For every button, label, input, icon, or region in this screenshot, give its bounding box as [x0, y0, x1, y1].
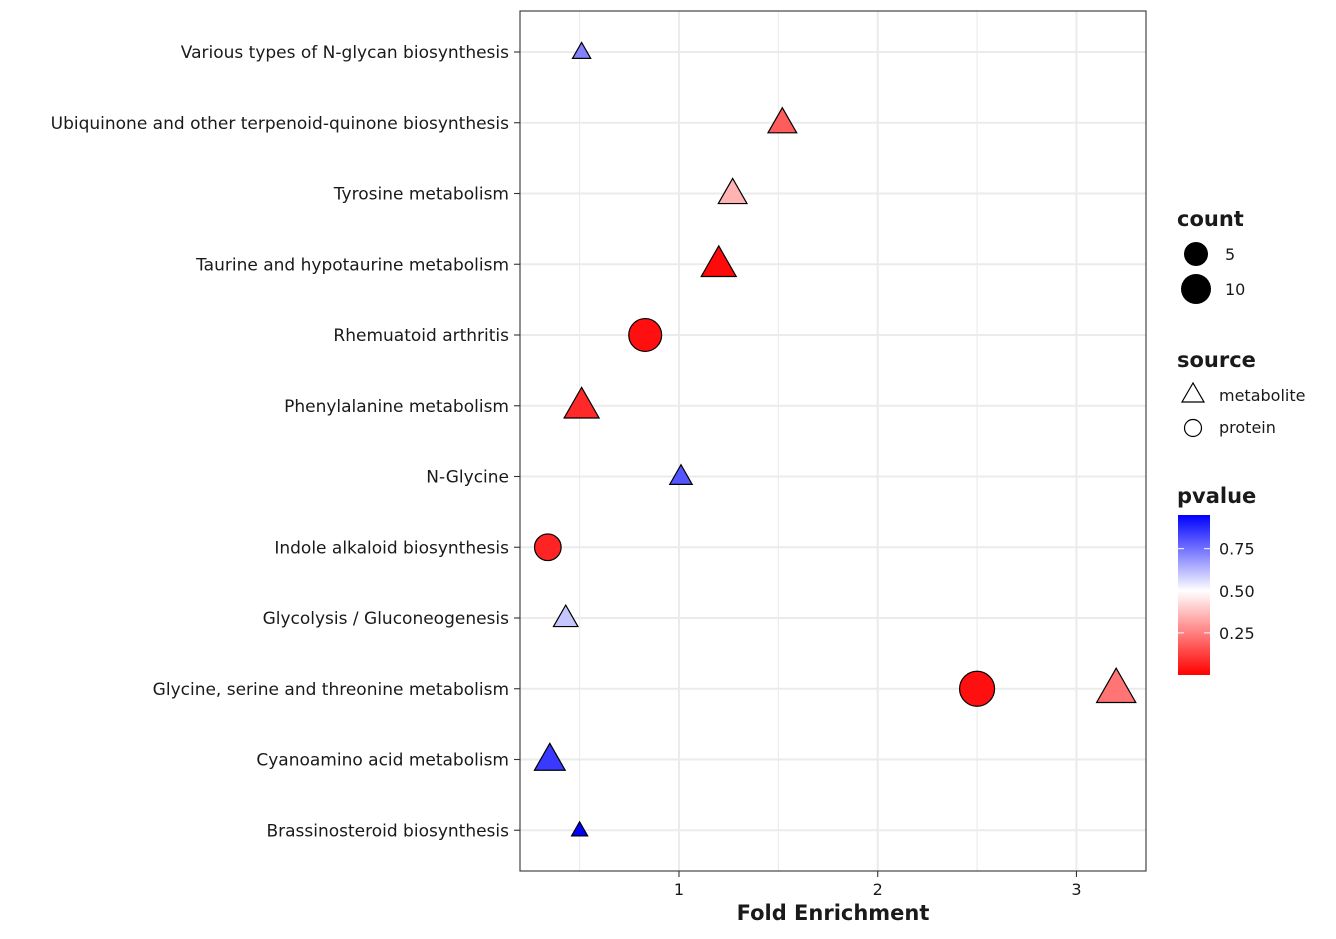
legend-pvalue-label: 0.25 [1219, 624, 1255, 643]
protein-point [533, 533, 562, 562]
y-tick-label: Cyanoamino acid metabolism [256, 751, 509, 771]
metabolite-point [570, 820, 589, 837]
y-tick-label: Tyrosine metabolism [333, 185, 509, 205]
x-tick-label: 2 [873, 880, 883, 899]
legend-count-label: 10 [1225, 280, 1245, 299]
metabolite-point [552, 603, 579, 628]
legend-source-title: source [1177, 348, 1256, 372]
y-tick-label: Various types of N-glycan biosynthesis [181, 43, 509, 63]
metabolite-point [668, 463, 694, 485]
y-tick-label: Glycolysis / Gluconeogenesis [263, 609, 510, 629]
metabolite-point [563, 386, 601, 419]
metabolite-point [766, 106, 798, 134]
legend-pvalue-label: 0.75 [1219, 540, 1255, 559]
legend-pvalue-label: 0.50 [1219, 582, 1255, 601]
legend-count-title: count [1177, 207, 1244, 231]
legend-source-label: protein [1219, 418, 1276, 437]
x-axis-title: Fold Enrichment [737, 901, 930, 925]
grid [520, 11, 1146, 871]
y-tick-label: Glycine, serine and threonine metabolism [153, 680, 509, 700]
y-tick-label: Phenylalanine metabolism [284, 397, 509, 417]
x-axis: 1 2 3 [674, 871, 1082, 899]
plot-panel-border [519, 10, 1147, 872]
legend-count-label: 5 [1225, 245, 1235, 264]
metabolite-point [717, 177, 749, 205]
y-tick-label: Indole alkaloid biosynthesis [274, 538, 509, 558]
legend-pvalue-colorbar [1178, 515, 1210, 675]
legend-pvalue-title: pvalue [1177, 484, 1256, 508]
y-tick-label: Ubiquinone and other terpenoid-quinone b… [51, 114, 510, 134]
y-tick-label: N-Glycine [426, 468, 509, 488]
legend-triangle-icon [1180, 381, 1206, 403]
legend: count 5 10 source metabolite protein pvalue 0.2… [1177, 207, 1305, 675]
metabolite-point [571, 41, 592, 59]
protein-point [628, 317, 663, 353]
y-tick-label: Taurine and hypotaurine metabolism [195, 255, 509, 275]
protein-point [958, 670, 996, 707]
legend-circle-icon [1183, 418, 1203, 438]
metabolite-point [700, 244, 738, 278]
x-tick-label: 1 [674, 880, 684, 899]
legend-count-symbol [1184, 242, 1208, 266]
x-tick-label: 3 [1071, 880, 1081, 899]
metabolite-point [533, 742, 567, 771]
data-points [533, 41, 1137, 837]
legend-count-symbol [1181, 274, 1211, 304]
legend-source-label: metabolite [1219, 386, 1305, 405]
metabolite-point [1095, 666, 1137, 704]
y-tick-label: Brassinosteroid biosynthesis [266, 821, 509, 841]
y-tick-label: Rhemuatoid arthritis [333, 326, 509, 346]
category-axis: Brassinosteroid biosynthesis Cyanoamino a… [51, 43, 520, 841]
